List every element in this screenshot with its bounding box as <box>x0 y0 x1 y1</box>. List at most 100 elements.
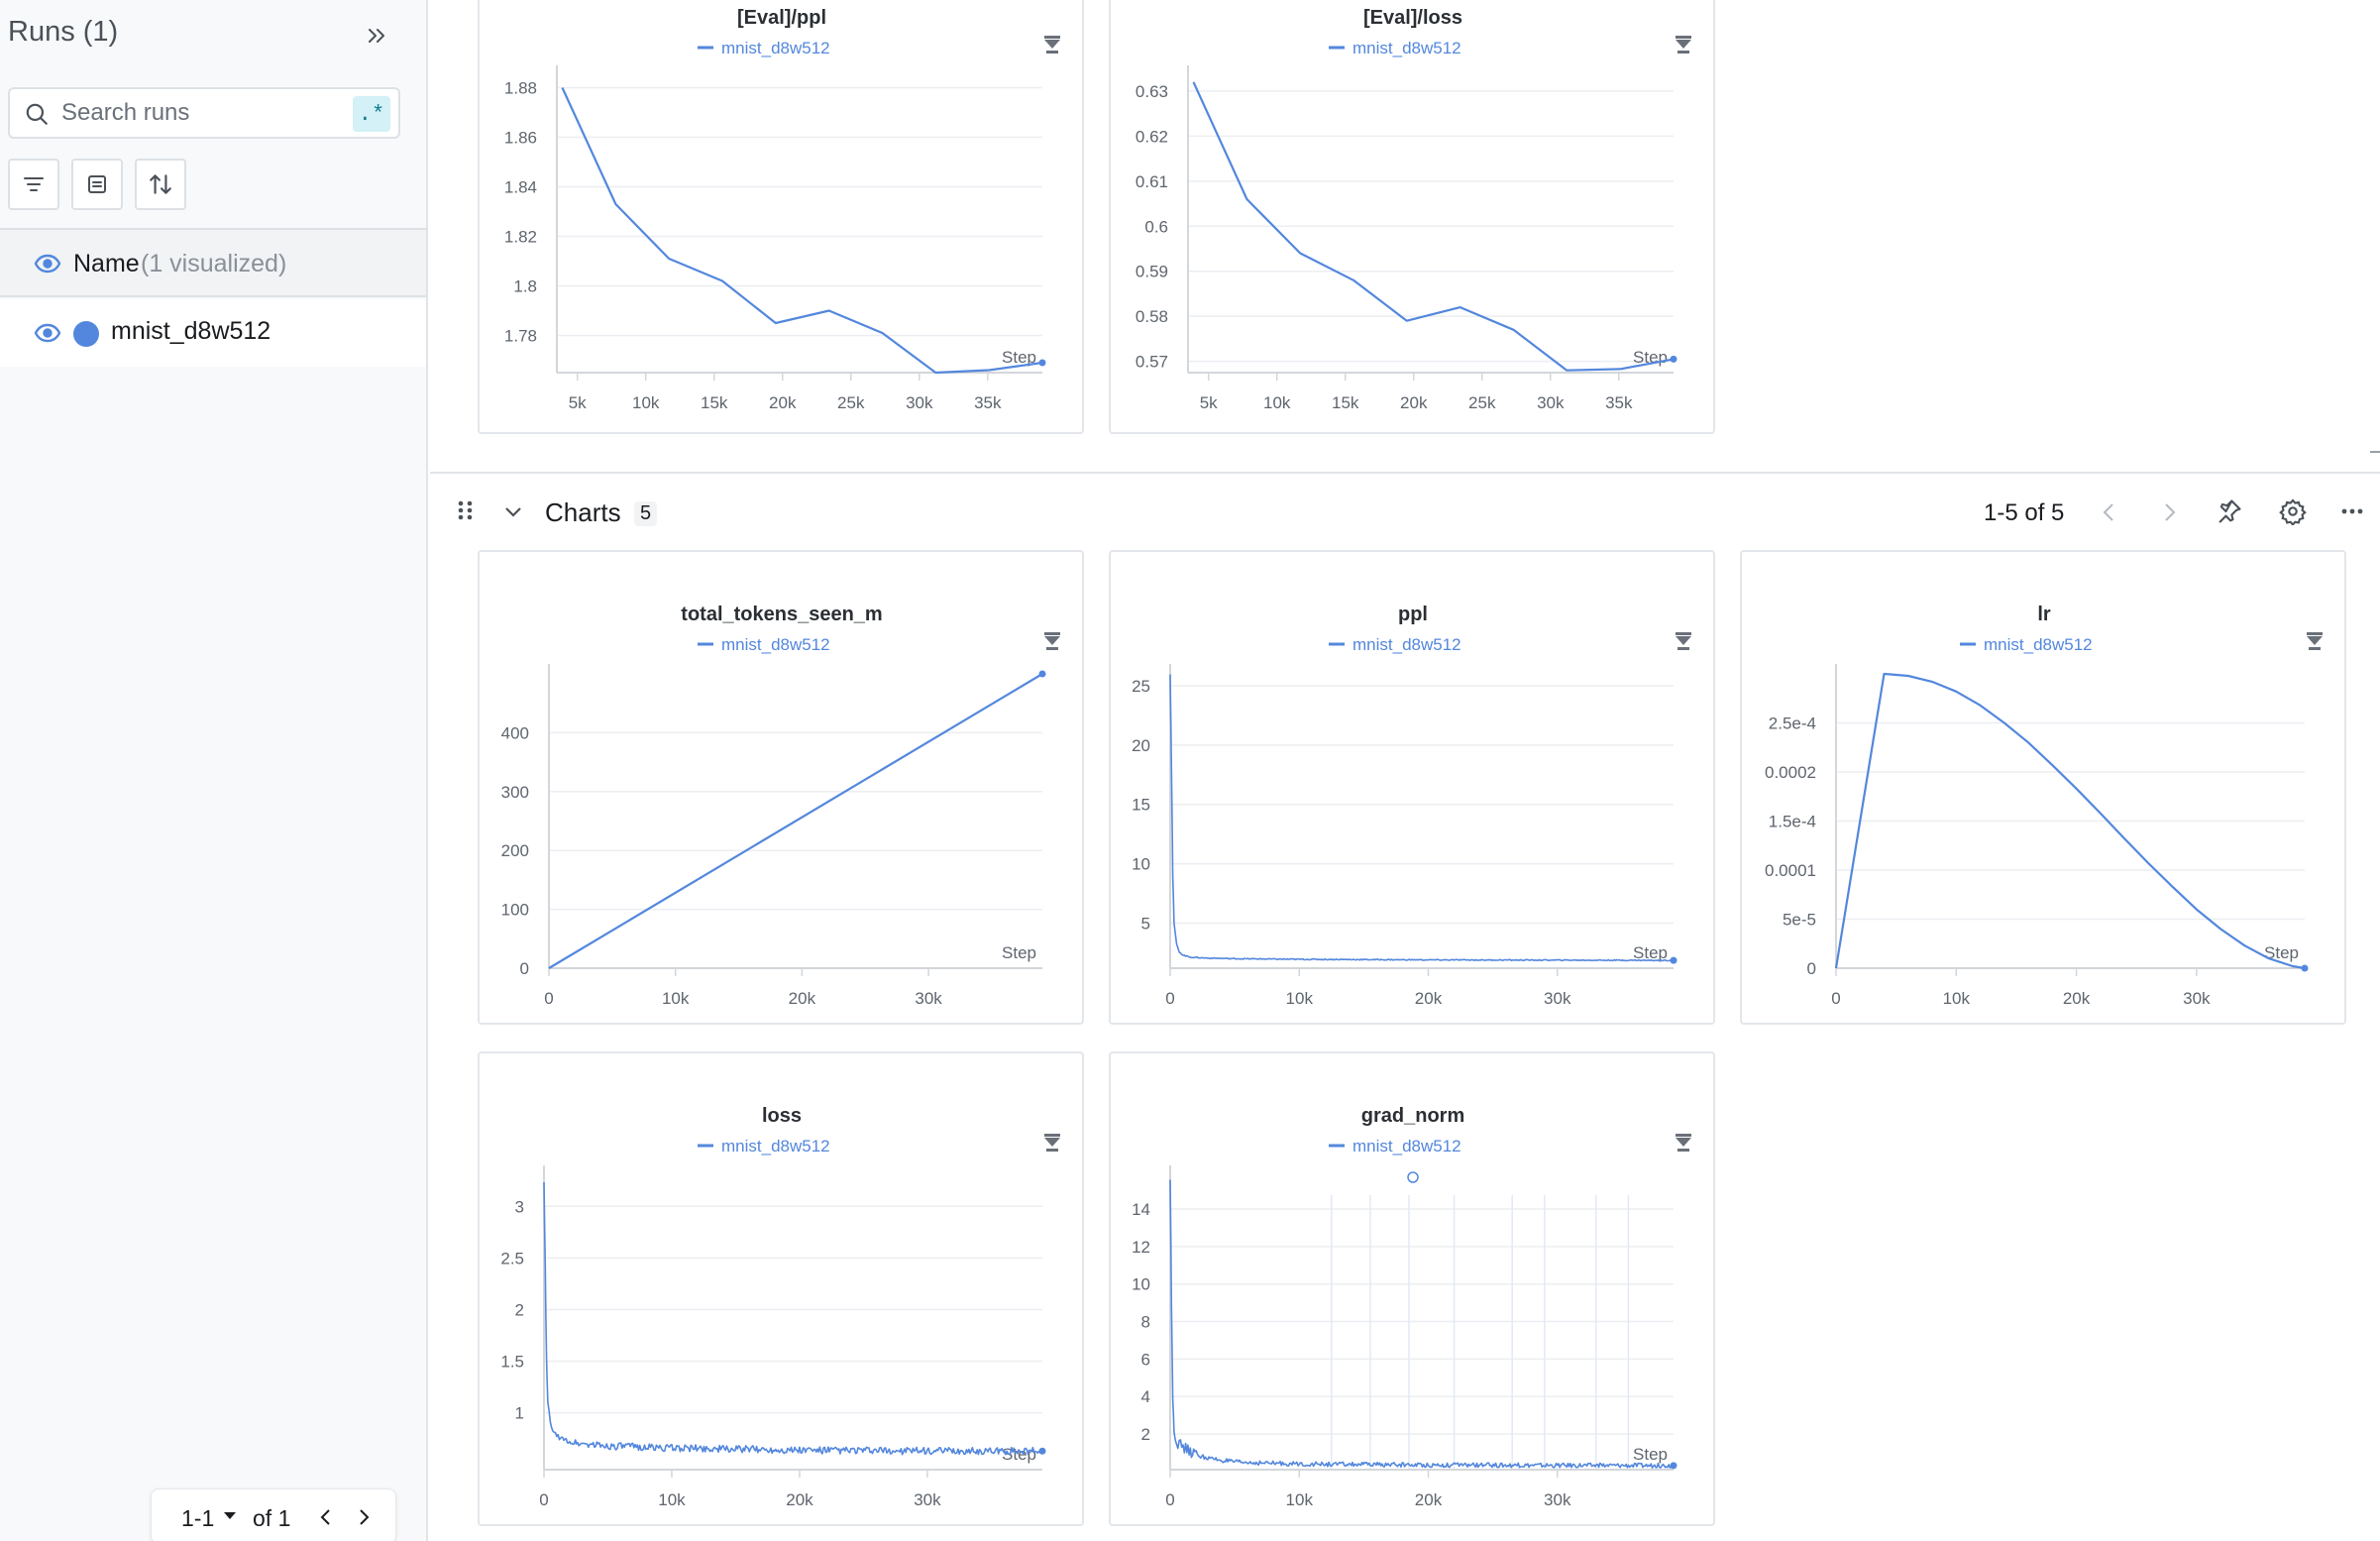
gear-icon[interactable] <box>2279 497 2307 525</box>
series-line[interactable] <box>561 87 1043 375</box>
x-axis-label: Step <box>1002 943 1036 962</box>
run-name[interactable]: mnist_d8w512 <box>111 317 271 345</box>
section-title[interactable]: Charts <box>545 497 621 527</box>
y-tick-label: 10 <box>1132 1275 1150 1294</box>
more-options-icon[interactable] <box>2340 499 2364 523</box>
x-tick-label: 20k <box>1400 393 1428 412</box>
x-tick-label: 35k <box>974 393 1002 412</box>
y-tick-label: 5e-5 <box>1783 911 1816 930</box>
series-end-point[interactable] <box>1670 1462 1677 1470</box>
y-tick-label: 1.86 <box>504 129 537 148</box>
chart-panel-total-tokens[interactable]: total_tokens_seen_m mnist_d8w512 0 100 200 30… <box>478 550 1084 1025</box>
legend-label[interactable]: mnist_d8w512 <box>721 635 830 654</box>
sort-icon <box>150 174 171 194</box>
sidebar-divider <box>0 228 428 230</box>
legend-label[interactable]: mnist_d8w512 <box>1352 635 1461 654</box>
name-column-header[interactable]: Name <box>73 250 140 277</box>
series-end-point[interactable] <box>1038 359 1046 367</box>
y-tick-label: 1.8 <box>513 277 537 296</box>
y-tick-label: 5 <box>1141 914 1150 933</box>
series-end-point[interactable] <box>1038 670 1046 678</box>
series-line[interactable] <box>548 673 1043 969</box>
chart-panel-eval-ppl[interactable]: [Eval]/ppl mnist_d8w512 1.78 1.8 1.82 1.84 1.8… <box>478 0 1084 434</box>
chart-svg-grad-norm: grad_norm mnist_d8w512 2 4 6 8 10 12 14 0 10k 20k 30… <box>1132 1105 1691 1509</box>
sort-button[interactable] <box>135 159 186 210</box>
series-end-point[interactable] <box>1670 355 1677 363</box>
resize-edge-mark[interactable] <box>2370 451 2380 453</box>
panel-menu-icon[interactable] <box>2307 632 2323 650</box>
x-tick-label: 0 <box>1165 989 1174 1008</box>
visualized-count: (1 visualized) <box>141 250 287 277</box>
series-line[interactable] <box>1192 81 1675 372</box>
y-tick-label: 1.88 <box>504 79 537 98</box>
chart-title: loss <box>762 1105 802 1127</box>
run-visibility-eye-icon[interactable] <box>34 321 61 345</box>
regex-toggle-button[interactable]: .* <box>353 96 390 132</box>
series-line[interactable] <box>1169 674 1675 962</box>
search-input[interactable] <box>61 98 349 128</box>
y-tick-label: 0.0002 <box>1765 763 1816 782</box>
double-chevron-right-icon <box>369 29 384 43</box>
runs-table-header: Name (1 visualized) <box>0 230 426 297</box>
legend-label[interactable]: mnist_d8w512 <box>721 39 830 57</box>
x-tick-label: 20k <box>769 393 797 412</box>
series-end-point[interactable] <box>1038 1447 1046 1455</box>
legend-label[interactable]: mnist_d8w512 <box>1352 1137 1461 1156</box>
chevron-down-icon[interactable] <box>503 505 523 519</box>
run-color-dot[interactable] <box>73 321 99 347</box>
filter-icon <box>24 177 44 191</box>
series-end-point[interactable] <box>1670 956 1677 964</box>
x-tick-label: 20k <box>789 989 816 1008</box>
chart-panel-grad-norm[interactable]: grad_norm mnist_d8w512 2 4 6 8 10 12 14 0 10k 20k 30… <box>1109 1051 1715 1526</box>
filter-button[interactable] <box>8 159 59 210</box>
y-tick-label: 300 <box>501 783 529 802</box>
chevron-left-icon[interactable] <box>316 1507 336 1527</box>
x-tick-label: 35k <box>1605 393 1633 412</box>
y-tick-label: 0.61 <box>1136 172 1168 191</box>
y-tick-label: 10 <box>1132 855 1150 874</box>
collapse-sidebar-button[interactable] <box>359 18 394 54</box>
runs-pager: 1-1 of 1 <box>151 1488 396 1541</box>
run-row[interactable] <box>0 299 426 367</box>
x-tick-label: 10k <box>632 393 660 412</box>
panel-menu-icon[interactable] <box>1044 36 1060 54</box>
panel-menu-icon[interactable] <box>1676 632 1691 650</box>
chart-panel-ppl[interactable]: ppl mnist_d8w512 5 10 15 20 25 0 10k 20k 30k Step <box>1109 550 1715 1025</box>
x-tick-label: 5k <box>569 393 587 412</box>
series-line[interactable] <box>1169 1179 1675 1469</box>
panel-menu-icon[interactable] <box>1044 632 1060 650</box>
y-tick-label: 12 <box>1132 1238 1150 1257</box>
x-tick-label: 20k <box>2063 989 2091 1008</box>
panel-menu-icon[interactable] <box>1676 36 1691 54</box>
chevron-left-icon[interactable] <box>2099 499 2118 525</box>
legend-label[interactable]: mnist_d8w512 <box>1984 635 2093 654</box>
series-line[interactable] <box>1834 672 2306 970</box>
chart-panel-loss[interactable]: loss mnist_d8w512 1 1.5 2 2.5 3 0 10k 20k 30k Step <box>478 1051 1084 1526</box>
series-end-point[interactable] <box>2301 964 2309 972</box>
panel-menu-icon[interactable] <box>1044 1134 1060 1152</box>
legend-label[interactable]: mnist_d8w512 <box>1352 39 1461 57</box>
chart-panel-lr[interactable]: lr mnist_d8w512 0 5e-5 0.0001 1.5e-4 0.0002 2.5… <box>1740 550 2346 1025</box>
panel-menu-icon[interactable] <box>1676 1134 1691 1152</box>
chevron-right-icon[interactable] <box>354 1507 374 1527</box>
pin-icon[interactable] <box>2216 497 2243 525</box>
highlight-point[interactable] <box>1407 1171 1419 1183</box>
drag-handle-icon[interactable] <box>456 499 476 521</box>
y-tick-label: 0.58 <box>1136 307 1168 326</box>
search-box[interactable]: .* <box>8 87 400 139</box>
chart-panel-eval-loss[interactable]: [Eval]/loss mnist_d8w512 0.57 0.58 0.59 0.6 0.… <box>1109 0 1715 434</box>
x-axis-label: Step <box>1633 1445 1668 1464</box>
y-tick-label: 14 <box>1132 1200 1150 1219</box>
visibility-eye-icon[interactable] <box>34 252 61 275</box>
group-button[interactable] <box>71 159 123 210</box>
series-line[interactable] <box>543 1181 1043 1456</box>
caret-down-icon[interactable] <box>223 1511 237 1521</box>
y-tick-label: 1 <box>515 1404 524 1423</box>
y-tick-label: 0 <box>1807 959 1816 978</box>
legend-label[interactable]: mnist_d8w512 <box>721 1137 830 1156</box>
chart-svg-loss: loss mnist_d8w512 1 1.5 2 2.5 3 0 10k 20k 30k Step <box>500 1105 1060 1509</box>
x-tick-label: 20k <box>1415 989 1443 1008</box>
pager-range-select[interactable]: 1-1 <box>181 1505 215 1531</box>
chevron-right-icon[interactable] <box>2160 499 2180 525</box>
y-tick-label: 400 <box>501 723 529 742</box>
